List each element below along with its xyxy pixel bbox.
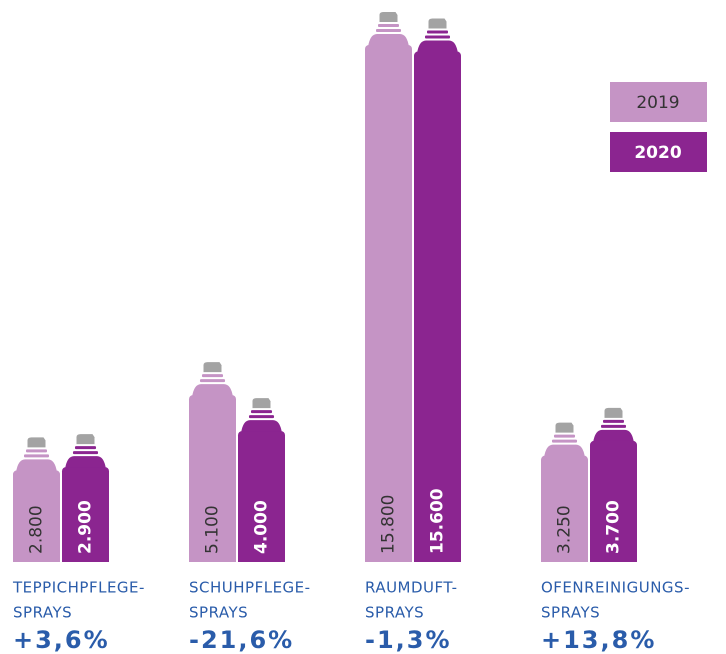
bar: [62, 467, 109, 562]
can-ring: [554, 434, 575, 438]
can-nozzle: [252, 398, 271, 409]
can-ring: [425, 35, 450, 39]
can-shoulder: [368, 34, 409, 47]
bar-foot: [365, 556, 412, 562]
can-ring: [26, 449, 47, 453]
bar: [238, 431, 285, 562]
category-label: SCHUHPFLEGE-: [189, 579, 311, 597]
can-ring: [73, 451, 98, 455]
change-label: -1,3%: [365, 626, 452, 654]
bar-foot: [414, 556, 461, 562]
bar-foot: [13, 556, 60, 562]
bar: [541, 455, 588, 562]
category-label: OFENREINIGUNGS-: [541, 579, 690, 597]
can-ring: [249, 415, 274, 419]
category-label: TEPPICHPFLEGE-: [12, 579, 145, 597]
bar-foot: [62, 556, 109, 562]
category-label: SPRAYS: [365, 604, 424, 622]
bar: [365, 45, 412, 562]
value-label: 2.800: [27, 505, 47, 554]
value-label: 3.250: [555, 505, 575, 554]
can-ring: [603, 419, 624, 423]
change-label: +3,6%: [13, 626, 110, 654]
category-label: SPRAYS: [189, 604, 248, 622]
category-label: SPRAYS: [541, 604, 600, 622]
bar-foot: [238, 556, 285, 562]
bar-foot: [590, 556, 637, 562]
can-nozzle: [203, 362, 222, 373]
value-label: 15.600: [428, 488, 448, 554]
value-label: 2.900: [76, 500, 96, 554]
legend-swatch: [610, 132, 707, 172]
can-nozzle: [555, 422, 574, 433]
can-ring: [251, 410, 272, 414]
value-label: 5.100: [203, 505, 223, 554]
can-nozzle: [379, 12, 398, 22]
legend-swatch: [610, 82, 707, 122]
can-shoulder: [192, 384, 233, 398]
can-ring: [75, 446, 96, 450]
category-label: SPRAYS: [13, 604, 72, 622]
can-nozzle: [76, 434, 95, 445]
can-ring: [202, 374, 223, 378]
value-label: 3.700: [604, 500, 624, 554]
can-shoulder: [241, 420, 282, 434]
change-label: +13,8%: [541, 626, 656, 654]
bar: [414, 51, 461, 562]
can-ring: [427, 30, 448, 34]
can-nozzle: [604, 407, 623, 418]
legend-label: 2020: [634, 143, 681, 163]
can-ring: [552, 439, 577, 443]
bar: [590, 440, 637, 562]
can-nozzle: [27, 437, 46, 448]
can-shoulder: [593, 429, 634, 443]
can-nozzle: [428, 18, 447, 29]
can-ring: [24, 454, 49, 458]
can-ring: [601, 424, 626, 428]
legend-label: 2019: [636, 93, 679, 113]
can-ring: [378, 24, 399, 27]
can-shoulder: [417, 40, 458, 54]
bar: [13, 470, 60, 562]
can-shoulder: [544, 444, 585, 458]
can-ring: [200, 379, 225, 383]
value-label: 15.800: [379, 495, 399, 554]
can-ring: [376, 29, 401, 32]
bar: [189, 395, 236, 562]
category-label: RAUMDUFT-: [365, 579, 458, 597]
bar-foot: [189, 556, 236, 562]
can-shoulder: [16, 459, 57, 473]
bar-foot: [541, 556, 588, 562]
value-label: 4.000: [252, 500, 272, 554]
change-label: -21,6%: [189, 626, 294, 654]
can-shoulder: [65, 456, 106, 470]
